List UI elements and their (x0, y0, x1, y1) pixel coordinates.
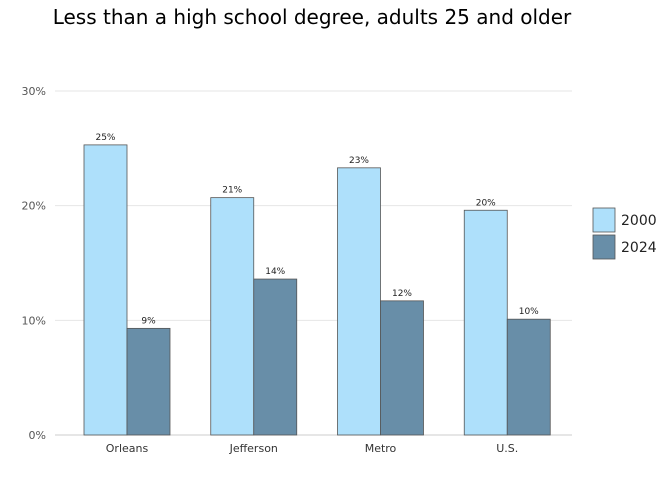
legend-swatch (592, 207, 616, 233)
legend-swatch (592, 234, 616, 260)
data-labels: 25% 9% Orleans 21% 14% Jefferson 23% 12% Metro 20… (95, 133, 539, 455)
bar-2024-us (506, 318, 551, 436)
x-tick-label: U.S. (496, 442, 518, 455)
chart-title: Less than a high school degree, adults 2… (53, 5, 572, 29)
data-label: 20% (476, 198, 496, 208)
bar-2000-jefferson (210, 197, 255, 436)
bar-2024-orleans (126, 327, 171, 436)
legend: 2000 2024 (592, 207, 657, 260)
bar-2000-us (463, 209, 508, 436)
legend-label: 2024 (621, 240, 657, 256)
bars (83, 144, 551, 436)
y-tick-label: 30% (22, 85, 46, 98)
bar-2000-metro (337, 167, 381, 436)
data-label: 10% (519, 307, 539, 317)
data-label: 21% (222, 186, 242, 196)
data-label: 12% (392, 289, 412, 299)
data-label: 23% (349, 156, 369, 166)
bar-2024-jefferson (253, 278, 298, 436)
data-label: 25% (95, 133, 115, 143)
x-tick-label: Metro (365, 442, 397, 455)
x-tick-label: Jefferson (229, 442, 278, 455)
data-label: 14% (265, 267, 285, 277)
data-label: 9% (141, 316, 156, 326)
bar-2024-metro (380, 300, 424, 436)
legend-label: 2000 (621, 213, 657, 229)
y-tick-label: 0% (29, 429, 46, 442)
y-tick-label: 10% (22, 314, 46, 327)
y-tick-label: 20% (22, 200, 46, 213)
x-tick-label: Orleans (106, 442, 149, 455)
bar-2000-orleans (83, 144, 128, 436)
